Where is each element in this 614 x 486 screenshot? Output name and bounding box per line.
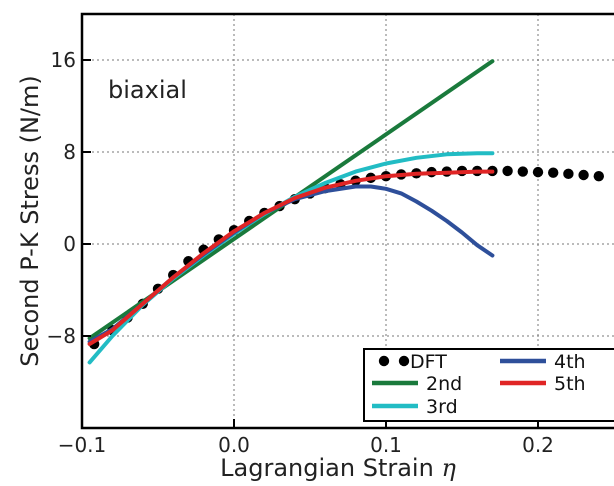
x-axis-label-symbol: η [441, 454, 456, 482]
dft-point [563, 168, 574, 180]
x-axis-label: Lagrangian Strain η [220, 454, 456, 482]
dft-point [502, 165, 513, 177]
dft-point [532, 166, 544, 178]
legend-label-3rd: 3rd [426, 396, 458, 418]
y-tick-label-2: 8 [63, 140, 76, 164]
series-line-3rd [87, 151, 495, 365]
y-axis-label: Second P-K Stress (N/m) [16, 75, 44, 366]
y-tick-label-3: 16 [51, 48, 76, 72]
x-tick-label-3: 0.2 [522, 433, 554, 457]
dft-points [88, 165, 604, 350]
series-line-4th [87, 184, 495, 344]
dft-point [578, 169, 589, 181]
x-tick-label-1: 0.0 [218, 433, 250, 457]
legend-label-dft: DFT [410, 351, 447, 373]
legend-label-2nd: 2nd [426, 373, 462, 395]
legend-marker-dft-0 [378, 355, 390, 367]
y-tick-label-0: −8 [47, 324, 76, 348]
legend-label-4th: 4th [554, 351, 586, 373]
x-axis-label-text: Lagrangian Strain [220, 454, 434, 482]
annotation-biaxial: biaxial [108, 76, 187, 104]
plot-frame [80, 12, 614, 430]
legend-marker-dft-1 [398, 355, 410, 367]
legend-label-5th: 5th [554, 373, 586, 395]
dft-point [593, 170, 604, 182]
y-tick-label-1: 0 [63, 232, 76, 256]
x-tick-label-0: −0.1 [58, 433, 107, 457]
series-layer [87, 59, 495, 365]
series-line-5th [87, 169, 495, 346]
dft-point [517, 166, 528, 177]
x-tick-label-2: 0.1 [370, 433, 402, 457]
dft-point [548, 167, 559, 178]
ticks-layer: −0.1 0.0 0.1 0.2 −8 0 8 16 [47, 48, 554, 457]
